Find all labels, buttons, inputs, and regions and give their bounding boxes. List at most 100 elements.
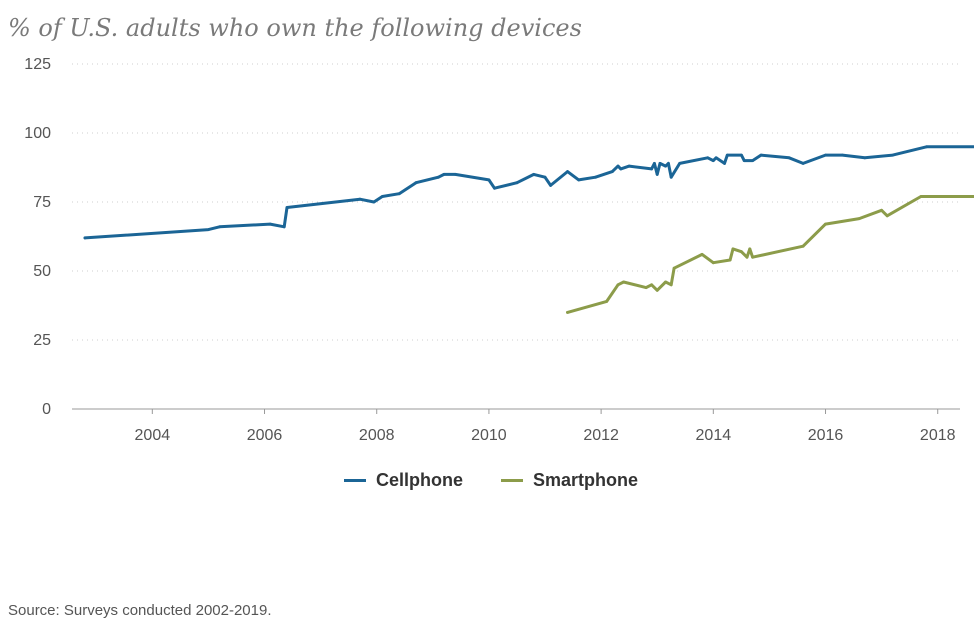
legend-item-smartphone: Smartphone — [501, 470, 638, 491]
data-point-cellphone-31 — [664, 164, 667, 168]
data-point-smartphone-0 — [566, 311, 569, 314]
data-point-cellphone-36 — [711, 159, 715, 163]
legend-label-cellphone: Cellphone — [375, 470, 463, 490]
series-line-smartphone — [566, 195, 974, 314]
data-point-cellphone-28 — [653, 162, 656, 165]
data-point-cellphone-32 — [667, 162, 670, 165]
data-point-smartphone-22 — [885, 214, 889, 218]
series-line-cellphone — [83, 145, 974, 240]
data-point-smartphone-23 — [919, 195, 923, 198]
legend-item-cellphone: Cellphone — [343, 470, 463, 491]
data-point-cellphone-10 — [414, 181, 418, 185]
data-point-cellphone-15 — [493, 186, 496, 190]
y-tick-label-100: 100 — [24, 125, 51, 142]
data-point-smartphone-13 — [731, 247, 735, 251]
data-point-cellphone-18 — [543, 175, 547, 179]
data-point-cellphone-45 — [801, 162, 805, 165]
data-point-cellphone-8 — [380, 195, 384, 198]
data-point-cellphone-26 — [627, 164, 631, 168]
data-point-smartphone-18 — [801, 244, 805, 248]
x-tick-label-2010: 2010 — [471, 427, 507, 444]
data-point-cellphone-34 — [678, 162, 682, 165]
x-tick-label-2004: 2004 — [135, 427, 171, 444]
legend-swatch-smartphone — [501, 479, 523, 482]
data-point-cellphone-44 — [787, 156, 791, 160]
data-point-smartphone-11 — [711, 261, 715, 265]
x-tick-label-2018: 2018 — [920, 427, 956, 444]
data-point-cellphone-33 — [669, 175, 673, 179]
data-point-cellphone-19 — [549, 184, 552, 187]
data-point-cellphone-6 — [358, 197, 362, 201]
legend-label-smartphone: Smartphone — [533, 470, 639, 490]
y-tick-label-125: 125 — [24, 56, 51, 73]
legend-swatch-cellphone — [343, 479, 366, 482]
data-point-smartphone-17 — [751, 255, 754, 259]
data-point-cellphone-14 — [487, 178, 491, 182]
data-point-smartphone-16 — [748, 247, 752, 251]
data-point-cellphone-9 — [397, 192, 401, 196]
data-point-smartphone-7 — [664, 280, 667, 284]
data-point-cellphone-50 — [925, 145, 928, 149]
data-point-cellphone-13 — [453, 173, 457, 176]
data-point-cellphone-5 — [285, 206, 289, 209]
x-tick-label-2016: 2016 — [808, 427, 844, 444]
x-tick-label-2012: 2012 — [583, 427, 619, 444]
data-point-smartphone-9 — [672, 266, 676, 270]
chart-legend: Cellphone Smartphone — [0, 470, 974, 491]
x-tick-label-2014: 2014 — [696, 427, 732, 444]
data-point-cellphone-11 — [437, 175, 440, 179]
data-point-cellphone-20 — [566, 170, 569, 174]
data-point-smartphone-19 — [824, 222, 827, 226]
data-point-cellphone-49 — [891, 153, 895, 157]
data-point-cellphone-0 — [83, 236, 87, 240]
data-point-cellphone-3 — [268, 222, 272, 226]
data-point-smartphone-5 — [650, 283, 653, 287]
data-point-smartphone-1 — [605, 300, 609, 303]
data-point-cellphone-4 — [282, 225, 286, 229]
data-point-cellphone-42 — [751, 159, 754, 163]
data-point-smartphone-20 — [857, 217, 861, 221]
data-point-smartphone-8 — [669, 283, 673, 287]
data-point-smartphone-15 — [745, 255, 749, 259]
y-tick-label-0: 0 — [42, 401, 51, 418]
data-point-smartphone-4 — [644, 286, 648, 289]
data-point-cellphone-24 — [616, 164, 620, 168]
data-point-smartphone-21 — [880, 208, 883, 212]
data-point-cellphone-39 — [725, 153, 729, 157]
data-point-smartphone-2 — [616, 283, 620, 287]
data-point-cellphone-46 — [824, 153, 827, 157]
data-point-cellphone-17 — [532, 173, 536, 176]
data-point-cellphone-22 — [594, 175, 597, 179]
data-point-cellphone-47 — [841, 153, 844, 157]
y-tick-label-25: 25 — [33, 332, 51, 349]
data-point-cellphone-7 — [372, 200, 376, 204]
data-point-cellphone-21 — [577, 178, 581, 182]
x-tick-label-2006: 2006 — [247, 427, 283, 444]
data-point-cellphone-30 — [658, 162, 662, 165]
data-point-smartphone-12 — [728, 258, 732, 262]
data-point-cellphone-43 — [759, 153, 763, 157]
data-point-smartphone-14 — [740, 250, 743, 254]
data-point-cellphone-16 — [515, 181, 519, 185]
data-point-cellphone-41 — [742, 159, 746, 163]
data-point-cellphone-40 — [740, 153, 743, 157]
data-point-smartphone-6 — [655, 288, 659, 292]
chart-title: % of U.S. adults who own the following d… — [8, 14, 582, 42]
data-point-cellphone-37 — [714, 156, 718, 160]
data-point-smartphone-3 — [622, 280, 625, 284]
y-tick-label-75: 75 — [33, 194, 51, 211]
data-point-cellphone-48 — [863, 156, 867, 160]
data-point-cellphone-38 — [723, 162, 726, 165]
data-point-cellphone-25 — [619, 167, 623, 171]
x-tick-label-2008: 2008 — [359, 427, 395, 444]
data-point-cellphone-27 — [650, 167, 653, 171]
y-tick-label-50: 50 — [33, 263, 51, 280]
data-point-cellphone-23 — [610, 170, 614, 174]
data-point-cellphone-2 — [218, 225, 222, 229]
data-point-cellphone-1 — [207, 228, 210, 232]
data-point-cellphone-35 — [706, 156, 710, 160]
source-note: Source: Surveys conducted 2002-2019. — [8, 602, 272, 619]
data-point-cellphone-12 — [442, 173, 446, 176]
data-point-cellphone-29 — [655, 173, 659, 176]
